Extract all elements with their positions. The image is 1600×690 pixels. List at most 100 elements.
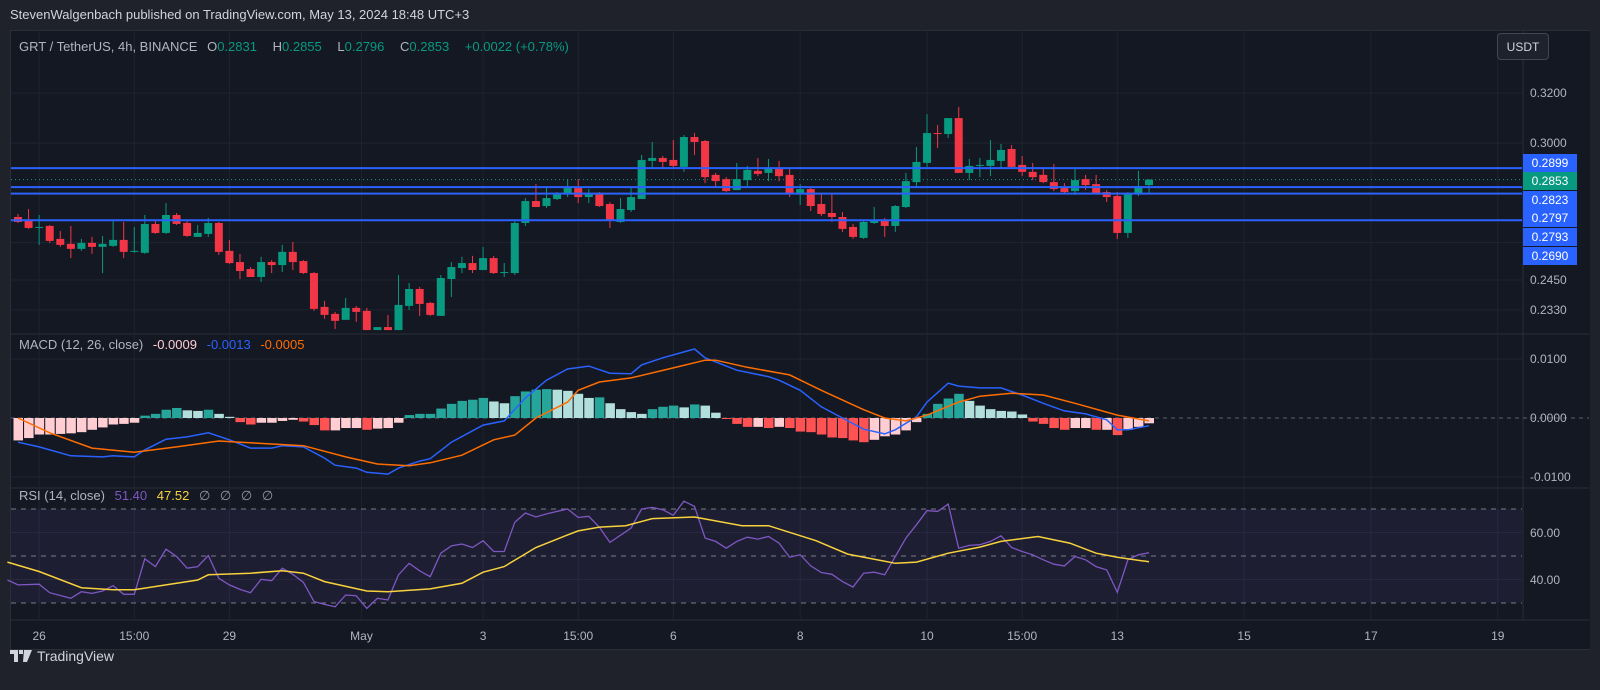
candle: [785, 167, 794, 198]
candle-body: [1113, 196, 1122, 233]
candle-body: [1081, 179, 1090, 186]
time-axis-label: 10: [920, 629, 934, 643]
macd-histogram-bar: [203, 409, 214, 418]
macd-histogram-bar: [372, 418, 383, 429]
symbol-title[interactable]: GRT / TetherUS, 4h, BINANCE: [19, 39, 198, 54]
candle-body: [1123, 194, 1132, 233]
candle: [436, 275, 445, 316]
price-tag: 0.2793: [1523, 228, 1577, 246]
rsi-line: [7, 500, 1150, 610]
macd-title[interactable]: MACD (12, 26, close): [19, 337, 144, 352]
macd-histogram-bar: [182, 410, 193, 418]
candle-body: [468, 263, 477, 271]
macd-histogram-bar: [161, 409, 171, 418]
candle-body: [457, 263, 466, 269]
currency-button[interactable]: USDT: [1497, 33, 1549, 60]
candle-body: [880, 220, 889, 226]
candle: [965, 158, 974, 181]
candle: [257, 256, 266, 282]
candle: [489, 255, 498, 275]
candle-body: [923, 133, 932, 163]
macd-histogram-bar: [816, 418, 827, 435]
candle-body: [235, 262, 244, 272]
candle: [405, 282, 414, 310]
macd-histogram-bar: [689, 404, 700, 418]
macd-histogram-bar: [1081, 418, 1091, 429]
candle-body: [870, 219, 879, 223]
price-tag: 0.2690: [1523, 247, 1577, 265]
rsi-extra-value: ∅: [261, 488, 274, 503]
candle: [849, 223, 858, 239]
candle: [923, 114, 932, 167]
price-axis-area: [1523, 31, 1590, 649]
candle-body: [214, 222, 223, 252]
candle-body: [35, 226, 44, 228]
macd-histogram-bar: [985, 409, 996, 418]
candle: [352, 305, 361, 322]
candle: [901, 172, 910, 209]
candle-body: [225, 250, 234, 264]
candle-body: [806, 189, 815, 207]
rsi-extra-value: ∅: [240, 488, 253, 503]
high-value: 0.2855: [282, 39, 322, 54]
macd-histogram-bar: [563, 390, 573, 418]
macd-histogram-bar: [1059, 418, 1070, 430]
time-axis-label: 15: [1237, 629, 1251, 643]
price-tag: 0.2823: [1523, 191, 1577, 209]
close-label: C: [400, 39, 410, 54]
rsi-axis-tick: 60.00: [1530, 525, 1561, 540]
candle: [130, 226, 139, 253]
macd-histogram-bar: [880, 418, 890, 437]
macd-histogram-bar: [753, 418, 763, 427]
time-axis-label: 26: [32, 629, 46, 643]
macd-histogram-bar: [573, 393, 584, 418]
macd-histogram-bar: [1017, 414, 1028, 418]
candle-body: [299, 261, 308, 274]
candle-body: [415, 288, 424, 304]
candle-body: [193, 232, 202, 237]
candle-body: [161, 214, 170, 233]
time-axis-label: 19: [1491, 629, 1505, 643]
candle: [775, 160, 784, 182]
candle: [912, 146, 921, 188]
macd-histogram-bar: [964, 400, 975, 418]
candle: [320, 300, 329, 319]
candle: [278, 244, 287, 273]
candle: [954, 106, 963, 173]
candle: [66, 225, 75, 259]
candle: [690, 133, 699, 155]
candle: [627, 188, 636, 213]
candle-body: [679, 137, 688, 167]
high-label: H: [272, 39, 282, 54]
candle-body: [669, 159, 678, 166]
macd-histogram-bar: [1112, 418, 1123, 436]
candle: [997, 143, 1006, 168]
candle-body: [45, 225, 54, 241]
candle-body: [320, 306, 329, 315]
right-margin: [1590, 30, 1600, 650]
time-axis-label: 17: [1364, 629, 1378, 643]
macd-histogram-bar: [890, 418, 901, 435]
candle-body: [98, 243, 107, 247]
candle-body: [267, 262, 276, 266]
candle: [1113, 192, 1122, 239]
candle: [235, 253, 244, 280]
macd-histogram-bar: [76, 418, 87, 433]
macd-histogram-bar: [415, 413, 425, 418]
candle: [479, 246, 488, 271]
candle-body: [817, 204, 826, 214]
macd-histogram-bar: [298, 418, 309, 422]
macd-histogram-bar: [98, 418, 108, 428]
candle-body: [891, 206, 900, 226]
candle-body: [383, 327, 392, 331]
time-axis-label: 13: [1110, 629, 1124, 643]
rsi-title[interactable]: RSI (14, close): [19, 488, 105, 503]
candle-body: [500, 272, 509, 274]
time-axis-label: 15:00: [119, 629, 150, 643]
macd-histogram-bar: [129, 418, 140, 423]
candle-body: [56, 238, 65, 245]
candle-body: [584, 194, 593, 198]
macd-histogram-bar: [341, 418, 351, 429]
candle: [542, 188, 551, 209]
